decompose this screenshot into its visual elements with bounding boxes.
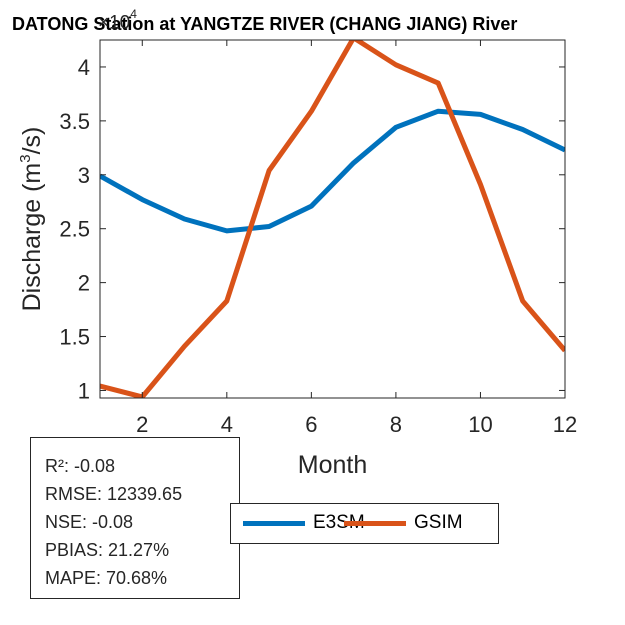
stat-mape: MAPE: 70.68% [45, 568, 168, 588]
y-tick-label: 2 [78, 271, 90, 296]
y-axis-exponent-power: 4 [130, 7, 137, 21]
y-axis-label-unit: /s) [18, 127, 46, 155]
x-tick-label: 4 [221, 412, 233, 437]
y-tick-label: 4 [78, 55, 90, 80]
series-line-gsim [100, 40, 565, 398]
y-axis: 1 1.5 2 2.5 3 3.5 4 [59, 55, 565, 403]
plot-area [100, 40, 565, 398]
legend-label-gsim: GSIM [414, 512, 463, 533]
y-tick-label: 3.5 [59, 109, 90, 134]
x-tick-label: 12 [553, 412, 577, 437]
y-axis-exponent: ×104 [98, 7, 137, 34]
x-axis-label: Month [298, 451, 367, 479]
legend-item-gsim: GSIM [344, 504, 463, 542]
y-axis-label: Discharge (m3/s) [17, 127, 46, 312]
legend-swatch-gsim [344, 520, 406, 526]
plot-frame [99, 39, 566, 399]
chart-title: DATONG Station at YANGTZE RIVER (CHANG J… [12, 14, 518, 34]
legend-swatch-e3sm [243, 520, 305, 526]
y-axis-label-main: Discharge (m [18, 163, 46, 312]
legend: E3SM GSIM [230, 503, 499, 544]
y-axis-exponent-base: ×10 [98, 12, 131, 34]
x-tick-label: 8 [390, 412, 402, 437]
legend-label-e3sm: E3SM [313, 512, 365, 533]
x-tick-label: 6 [305, 412, 317, 437]
x-axis: 2 4 6 8 10 12 [136, 40, 577, 437]
y-tick-label: 2.5 [59, 217, 90, 242]
stat-nse: NSE: -0.08 [45, 512, 134, 532]
stat-rmse: RMSE: 12339.65 [45, 484, 183, 504]
y-axis-label-superscript: 3 [17, 154, 34, 162]
y-tick-label: 1.5 [59, 325, 90, 350]
legend-item-e3sm: E3SM [243, 504, 365, 542]
y-tick-label: 1 [78, 378, 90, 403]
y-tick-label: 3 [78, 163, 90, 188]
x-tick-label: 2 [136, 412, 148, 437]
series-layer [100, 40, 565, 398]
stat-r2: R²: -0.08 [45, 456, 116, 476]
stats-box: R²: -0.08 RMSE: 12339.65 NSE: -0.08 PBIA… [30, 437, 240, 599]
stat-pbias: PBIAS: 21.27% [45, 540, 170, 560]
series-line-e3sm [100, 108, 565, 234]
x-tick-label: 10 [468, 412, 492, 437]
